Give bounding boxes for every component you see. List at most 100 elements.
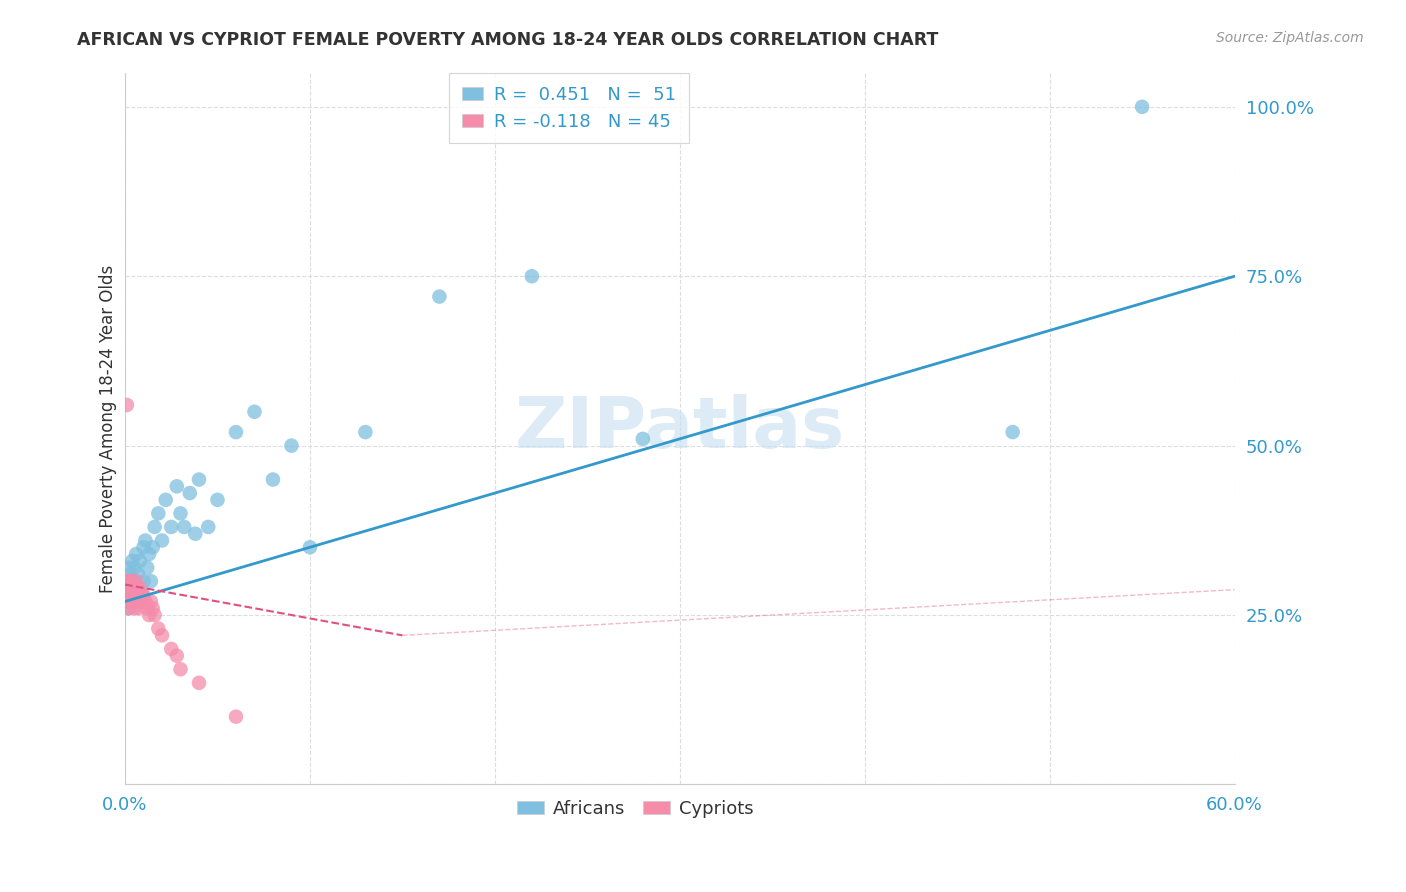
Point [225,709,247,723]
Point [125,594,148,608]
Point [115,574,138,589]
Point [354,425,377,439]
Point [115,588,138,602]
Point [127,588,149,602]
Point [148,507,170,521]
Text: ZIPatlas: ZIPatlas [515,394,845,463]
Point [142,601,165,615]
Point [120,581,142,595]
Point [122,601,145,615]
Point [121,588,143,602]
Point [118,560,141,574]
Point [166,479,188,493]
Point [520,269,543,284]
Point [188,473,211,487]
Point [134,594,156,608]
Point [120,574,142,589]
Point [136,560,159,574]
Point [125,574,148,589]
Point [122,594,145,608]
Point [207,492,229,507]
Point [118,588,141,602]
Point [120,594,142,608]
Text: Source: ZipAtlas.com: Source: ZipAtlas.com [1216,31,1364,45]
Point [122,594,145,608]
Point [118,574,141,589]
Point [169,507,191,521]
Point [1001,425,1024,439]
Point [127,594,149,608]
Point [139,574,162,589]
Point [197,520,219,534]
Point [118,601,141,615]
Point [179,486,201,500]
Point [121,594,143,608]
Point [120,594,142,608]
Point [143,608,166,623]
Point [122,574,145,589]
Point [184,526,207,541]
Point [128,594,150,608]
Point [243,405,266,419]
Point [125,581,148,595]
Point [429,289,451,303]
Point [127,567,149,582]
Point [160,520,183,534]
Point [280,439,302,453]
Point [166,648,188,663]
Point [1130,100,1153,114]
Point [118,594,141,608]
Point [127,601,149,615]
Point [134,533,156,548]
Point [115,574,138,589]
Point [138,547,160,561]
Point [225,425,247,439]
Point [148,622,170,636]
Point [118,581,141,595]
Point [118,601,141,615]
Point [132,594,155,608]
Point [138,608,160,623]
Point [125,588,148,602]
Point [122,560,145,574]
Point [128,594,150,608]
Point [115,588,138,602]
Point [160,641,183,656]
Point [155,492,177,507]
Point [120,574,142,589]
Point [262,473,284,487]
Point [121,554,143,568]
Point [128,588,150,602]
Point [122,588,145,602]
Point [169,662,191,676]
Point [150,628,173,642]
Point [128,581,150,595]
Point [188,675,211,690]
Point [143,520,166,534]
Point [120,567,142,582]
Point [121,588,143,602]
Point [631,432,654,446]
Point [131,588,153,602]
Point [131,588,153,602]
Point [142,541,165,555]
Text: AFRICAN VS CYPRIOT FEMALE POVERTY AMONG 18-24 YEAR OLDS CORRELATION CHART: AFRICAN VS CYPRIOT FEMALE POVERTY AMONG … [77,31,939,49]
Point [115,581,138,595]
Point [125,588,148,602]
Point [132,541,155,555]
Point [150,533,173,548]
Point [131,594,153,608]
Point [128,554,150,568]
Y-axis label: Female Poverty Among 18-24 Year Olds: Female Poverty Among 18-24 Year Olds [100,265,117,593]
Point [115,398,138,412]
Point [173,520,195,534]
Point [132,574,155,589]
Point [127,581,149,595]
Point [121,581,143,595]
Point [120,588,142,602]
Point [139,594,162,608]
Point [136,601,159,615]
Legend: Africans, Cypriots: Africans, Cypriots [509,793,761,825]
Point [132,588,155,602]
Point [125,547,148,561]
